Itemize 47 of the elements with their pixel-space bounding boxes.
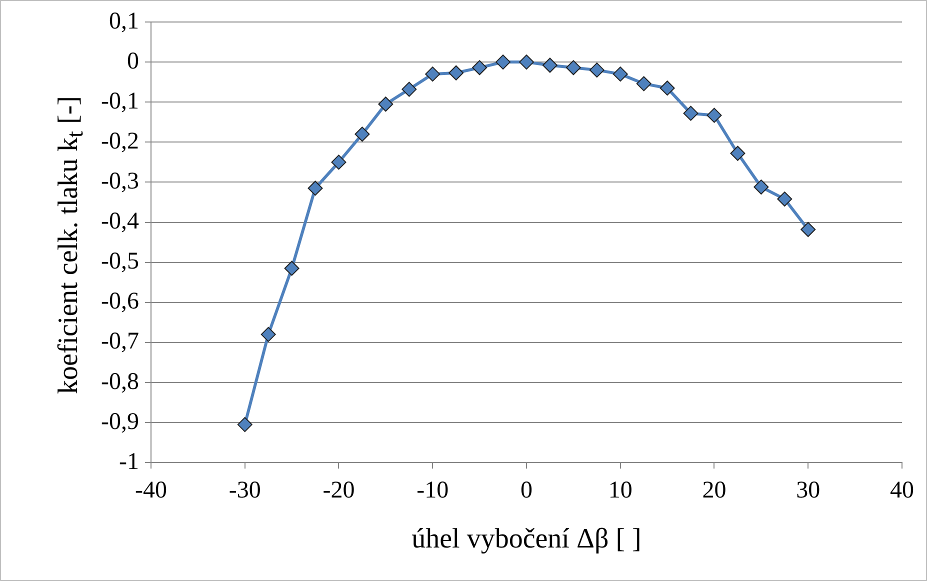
y-tick-label: -0,2 <box>100 128 139 154</box>
x-tick-label: 20 <box>702 477 726 504</box>
x-tick-label: -20 <box>322 477 355 504</box>
y-tick-label: -0,1 <box>100 88 139 114</box>
point <box>331 154 346 170</box>
point <box>589 62 604 78</box>
point <box>284 260 300 276</box>
point <box>260 326 276 342</box>
point <box>308 180 323 196</box>
point <box>754 180 769 195</box>
point <box>730 146 746 161</box>
point <box>566 60 581 76</box>
point <box>237 417 252 432</box>
y-tick-label: 0 <box>126 48 139 74</box>
point <box>425 66 440 82</box>
x-tick-label: 0 <box>520 477 532 504</box>
y-tick-label: -0,8 <box>100 368 139 395</box>
point <box>777 192 792 207</box>
y-tick-label: -0,4 <box>100 208 139 235</box>
point <box>706 108 722 123</box>
point <box>800 222 816 237</box>
point <box>472 60 488 76</box>
y-tick-label: -1 <box>118 448 139 475</box>
point <box>660 80 675 96</box>
x-tick-label: 30 <box>796 477 820 504</box>
x-tick-label: -30 <box>228 477 261 504</box>
y-tick-label: -0,9 <box>100 408 139 435</box>
x-tick-label: -10 <box>416 477 449 504</box>
point <box>402 82 417 97</box>
y-tick-label: -0,6 <box>100 288 139 315</box>
point <box>518 54 534 70</box>
y-tick-label: 0,1 <box>108 8 139 34</box>
point <box>542 58 558 73</box>
y-tick-label: -0,5 <box>100 248 139 275</box>
y-tick-label: -0,3 <box>100 168 139 195</box>
point <box>354 126 370 142</box>
point <box>636 76 652 92</box>
point <box>448 65 464 80</box>
x-tick-label: 40 <box>890 477 914 504</box>
point <box>378 96 394 112</box>
x-tick-label: -40 <box>134 477 167 504</box>
point <box>496 54 511 70</box>
point <box>683 106 698 121</box>
x-axis-title: úhel vybočení Δβ [ ] <box>412 524 642 555</box>
x-tick-label: 10 <box>608 477 632 504</box>
y-tick-label: -0,7 <box>100 328 139 355</box>
point <box>612 66 628 82</box>
